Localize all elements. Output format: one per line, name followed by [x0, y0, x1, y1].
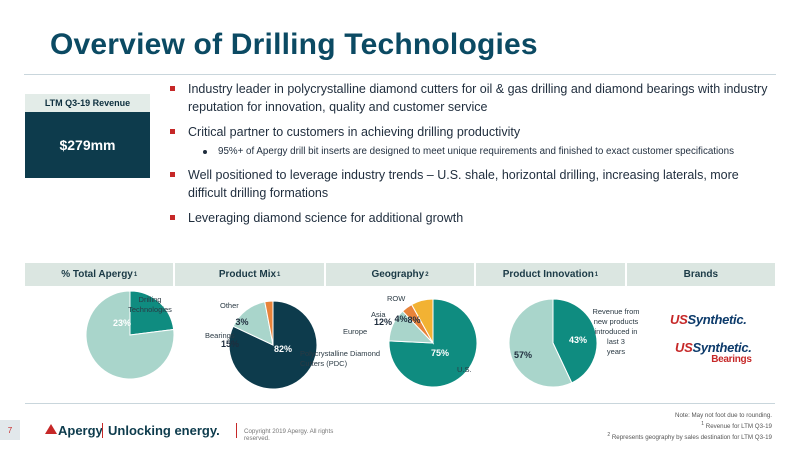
pie-category-label: Europe [343, 327, 367, 336]
bullet-item: Well positioned to leverage industry tre… [170, 166, 780, 202]
pie-slice [264, 300, 274, 346]
pie-slice [388, 298, 478, 388]
pie-category-label: last 3 [607, 337, 625, 346]
pie-data-label: 12% [374, 317, 392, 327]
pie-category-label: new products [594, 317, 639, 326]
ussynthetic-logo: USSynthetic. [670, 312, 747, 327]
footnote-2-text: Represents geography by sales destinatio… [611, 434, 772, 442]
bottom-divider [25, 403, 775, 404]
pie-category-label: introduced in [595, 327, 638, 336]
pie-category-label: U.S. [457, 365, 472, 374]
pie-category-label: Bearings [205, 331, 235, 340]
brand-synthetic: Synthetic. [692, 340, 752, 355]
pie-slice [508, 298, 573, 388]
footnote-1-text: Revenue for LTM Q3-19 [705, 423, 772, 431]
copyright: Copyright 2019 Apergy. All rights reserv… [244, 428, 334, 442]
pie-category-label: ROW [387, 294, 406, 303]
brand-synthetic: Synthetic. [687, 312, 747, 327]
brand-us: US [670, 312, 688, 327]
bullet-dot-icon [203, 150, 207, 154]
pie-category-label: Polycrystalline Diamond [300, 349, 380, 358]
header-product-mix: Product Mix 1 [175, 263, 324, 286]
pie-category-label: Cutters (PDC) [300, 359, 348, 368]
revenue-box: LTM Q3-19 Revenue $279mm [25, 94, 150, 178]
pie-category-label: Revenue from [592, 307, 639, 316]
bullet-item: Industry leader in polycrystalline diamo… [170, 80, 780, 116]
bullet-square-icon [170, 172, 175, 177]
pie-category-label: Drilling [139, 295, 162, 304]
bullet-text: Critical partner to customers in achievi… [188, 125, 521, 139]
header-label: Geography [371, 269, 425, 280]
header-sup: 1 [277, 271, 281, 278]
header-sup: 1 [133, 271, 138, 278]
pie-data-label: 23% [113, 318, 131, 328]
pie-data-label: 43% [569, 335, 587, 345]
footnote-1-num: 1 [701, 421, 704, 427]
pie-category-label: Asia [371, 310, 386, 319]
header-product-innovation: Product Innovation 1 [476, 263, 625, 286]
pie-data-label: 4% [394, 314, 407, 324]
bullet-square-icon [170, 215, 175, 220]
brand-bearings: Bearings [711, 354, 752, 365]
pie-category-label: Other [220, 301, 239, 310]
bullet-item: Critical partner to customers in achievi… [170, 123, 780, 141]
header-sup: 1 [594, 271, 599, 278]
footer-divider [236, 423, 237, 438]
bullet-text: Well positioned to leverage industry tre… [188, 168, 739, 200]
header-label: Product Mix [218, 269, 277, 280]
header-label: % Total Apergy [61, 269, 133, 280]
pie-data-label: 8% [407, 315, 420, 325]
pie-slice [85, 290, 175, 380]
footnote-2-num: 2 [607, 432, 611, 439]
footnote-note: Note: May not foot due to rounding. [675, 412, 772, 419]
page-number: 7 [0, 420, 20, 440]
pie-slice [410, 298, 434, 345]
tagline: Unlocking energy. [108, 423, 220, 438]
bullet-text: Leveraging diamond science for additiona… [188, 211, 464, 225]
section-header-bar: % Total Apergy 1 Product Mix 1 Geography 2 … [25, 263, 776, 286]
pie-data-label: 3% [235, 317, 248, 327]
footnote-1: 1 Revenue for LTM Q3-19 [607, 420, 772, 431]
bullet-text: Industry leader in polycrystalline diamo… [188, 82, 768, 114]
bullet-square-icon [170, 129, 175, 134]
revenue-label: LTM Q3-19 Revenue [25, 94, 150, 112]
pie-category-label: Technologies [128, 305, 172, 314]
footnotes: Note: May not foot due to rounding. 1 Re… [607, 411, 772, 442]
sub-bullet-text: 95%+ of Apergy drill bit inserts are des… [218, 146, 734, 157]
bullet-square-icon [170, 86, 175, 91]
ussynthetic-bearings-logo: USSynthetic. Bearings [675, 340, 752, 366]
pie-slice [552, 298, 598, 384]
pie-data-label: 82% [274, 344, 292, 354]
footer-divider [102, 423, 103, 438]
footer: 7 Apergy Unlocking energy. Copyright 201… [0, 420, 360, 446]
footnote-2: 2 Represents geography by sales destinat… [607, 431, 772, 442]
header-brands: Brands [626, 263, 776, 286]
pie-category-label: years [607, 347, 626, 356]
apergy-logo-icon [45, 424, 57, 434]
header-geography: Geography 2 [325, 263, 475, 286]
brand-us: US [675, 340, 693, 355]
header-label: Product Innovation [502, 269, 594, 280]
page-title: Overview of Drilling Technologies [50, 28, 538, 61]
sub-bullet-item: 95%+ of Apergy drill bit inserts are des… [170, 145, 780, 159]
pie-data-label: 57% [514, 350, 532, 360]
bullet-item: Leveraging diamond science for additiona… [170, 209, 780, 227]
bullet-list: Industry leader in polycrystalline diamo… [170, 80, 780, 234]
pie-data-label: 15% [221, 339, 239, 349]
pie-data-label: 75% [431, 348, 449, 358]
apergy-logo: Apergy [58, 423, 103, 438]
charts-area: 23% Drilling Technologies 82% Polycrystallin… [25, 290, 775, 400]
title-divider [24, 74, 776, 75]
revenue-value: $279mm [25, 112, 150, 178]
header-total-apergy: % Total Apergy 1 [25, 263, 174, 286]
header-label: Brands [683, 269, 719, 280]
pie-slice [129, 290, 175, 336]
header-sup: 2 [425, 271, 429, 278]
